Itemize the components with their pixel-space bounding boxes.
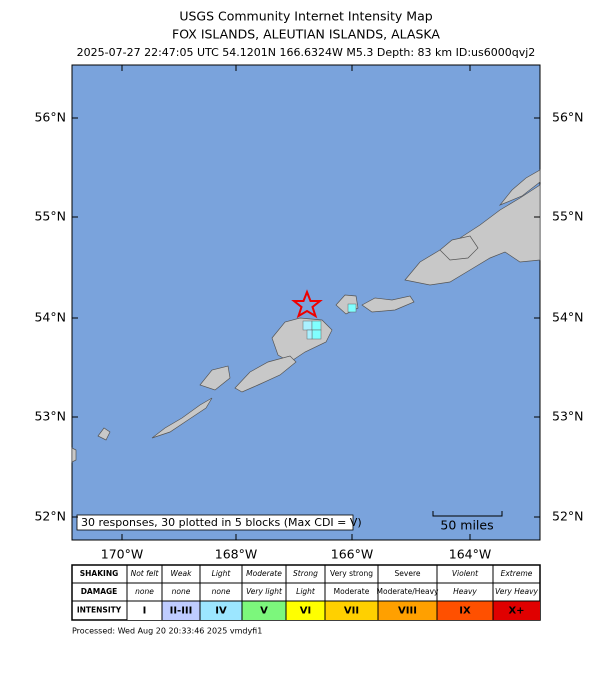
legend-cell: X+ xyxy=(508,606,524,617)
legend-cell: Strong xyxy=(293,569,318,578)
intensity-cell xyxy=(286,601,325,620)
legend-cell: Very Heavy xyxy=(495,587,538,596)
legend-cell: Very strong xyxy=(330,569,373,578)
legend-cell: Moderate xyxy=(246,569,282,578)
legend-cell: Moderate/Heavy xyxy=(377,587,439,596)
legend-row-label: DAMAGE xyxy=(81,587,118,596)
lon-label: 170°W xyxy=(101,547,143,562)
legend-cell: none xyxy=(135,587,154,596)
intensity-cell xyxy=(493,601,540,620)
lat-label: 53°N xyxy=(552,409,584,424)
cdi-block xyxy=(306,329,313,340)
cdi-block xyxy=(302,320,313,331)
intensity-cell xyxy=(242,601,286,620)
lon-label: 164°W xyxy=(449,547,491,562)
legend-cell: none xyxy=(172,587,191,596)
event-info: 2025-07-27 22:47:05 UTC 54.1201N 166.632… xyxy=(77,46,536,59)
note-box xyxy=(76,514,354,531)
intensity-cell xyxy=(200,601,242,620)
legend: SHAKING Not felt Weak Light Moderate Strong Ve… xyxy=(71,564,541,621)
ocean xyxy=(71,64,541,541)
legend-cell: V xyxy=(260,606,268,617)
legend-cell: II-III xyxy=(170,606,193,617)
legend-cell: IX xyxy=(459,606,471,617)
legend-cell: Heavy xyxy=(453,587,477,596)
scale-bar xyxy=(432,511,503,517)
legend-cell: Extreme xyxy=(501,569,533,578)
intensity-cell xyxy=(127,601,162,620)
land xyxy=(361,295,415,313)
graticule: 56°N 56°N 55°N 55°N 54°N 54°N 53°N 53°N 52°N 52°N… xyxy=(34,65,584,562)
legend-cell: IV xyxy=(215,606,227,617)
legend-cell: VII xyxy=(344,606,359,617)
lat-label: 52°N xyxy=(34,509,66,524)
legend-cell: Moderate xyxy=(334,587,370,596)
lat-label: 54°N xyxy=(34,310,66,325)
intensity-cell xyxy=(325,601,378,620)
legend-cell: VI xyxy=(300,606,311,617)
title: USGS Community Internet Intensity Map xyxy=(179,9,432,24)
scale-label: 50 miles xyxy=(440,518,493,533)
legend-cell: Light xyxy=(296,587,316,596)
lat-label: 56°N xyxy=(552,110,584,125)
legend-cell: Not felt xyxy=(131,569,160,578)
legend-cell: Violent xyxy=(452,569,479,578)
lat-label: 55°N xyxy=(552,209,584,224)
land xyxy=(234,355,297,393)
legend-cell: VIII xyxy=(398,606,417,617)
legend-cell: none xyxy=(212,587,231,596)
legend-row-label: INTENSITY xyxy=(77,606,122,615)
land xyxy=(498,169,541,206)
legend-row-label: SHAKING xyxy=(80,569,119,578)
lat-label: 54°N xyxy=(552,310,584,325)
lat-label: 56°N xyxy=(34,110,66,125)
intensity-cell xyxy=(378,601,437,620)
cdi-block xyxy=(347,303,357,313)
lat-label: 53°N xyxy=(34,409,66,424)
epicenter xyxy=(291,289,323,319)
land xyxy=(97,427,111,441)
land xyxy=(199,365,231,391)
land xyxy=(439,235,479,261)
legend-cell: Light xyxy=(212,569,232,578)
footer: Processed: Wed Aug 20 20:33:46 2025 vmdy… xyxy=(72,627,262,636)
note: 30 responses, 30 plotted in 5 blocks (Ma… xyxy=(81,516,362,529)
lat-label: 55°N xyxy=(34,209,66,224)
legend-cell: Very light xyxy=(246,587,283,596)
legend-cell: Severe xyxy=(395,569,421,578)
lat-label: 52°N xyxy=(552,509,584,524)
lon-label: 166°W xyxy=(331,547,373,562)
cdi-block xyxy=(311,329,322,340)
map: 30 responses, 30 plotted in 5 blocks (Ma… xyxy=(71,64,541,541)
legend-cell: Weak xyxy=(171,569,193,578)
intensity-cell xyxy=(437,601,493,620)
lon-label: 168°W xyxy=(215,547,257,562)
cdi-block xyxy=(311,320,322,331)
subtitle: FOX ISLANDS, ALEUTIAN ISLANDS, ALASKA xyxy=(172,27,440,42)
legend-cell: I xyxy=(143,606,147,617)
intensity-cell xyxy=(162,601,200,620)
land xyxy=(71,447,77,463)
land xyxy=(151,397,213,439)
